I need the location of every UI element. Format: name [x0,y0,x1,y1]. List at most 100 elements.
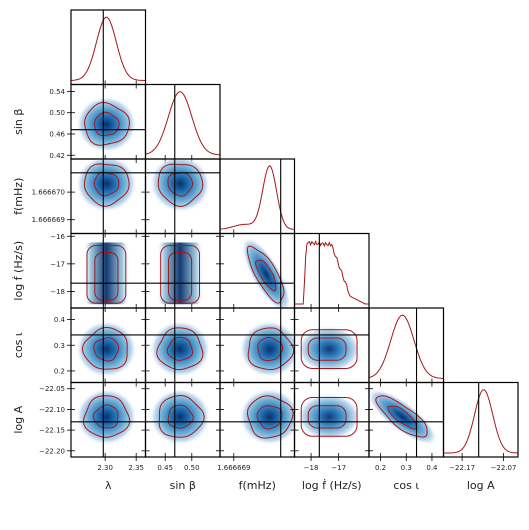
density-fill [76,388,137,446]
x-axis-label: sin β [170,479,196,492]
panel-group [67,9,519,461]
panel-4-3 [290,307,370,387]
contour-inner [168,251,193,301]
contour-inner [93,337,120,362]
x-tick-label: −22.07 [491,464,517,472]
contour-inner [256,405,283,430]
contour-inner [93,171,120,197]
y-axis-label: log A [12,405,25,433]
panel-frame [219,158,296,235]
y-tick-label: 1.666669 [32,216,65,224]
y-tick-label: 0.42 [49,152,65,160]
x-tick-label: −22.17 [449,464,475,472]
x-axis-label: λ [105,479,112,492]
contour-outer [157,163,204,207]
panel-3-2 [216,232,296,312]
panel-5-0 [67,381,147,461]
contour-outer [83,163,130,207]
contour-outer [156,327,204,371]
contour-outer [300,329,358,370]
panel-4-1 [141,307,221,387]
y-tick-label: −18 [50,288,65,296]
density-fill [369,388,438,445]
y-tick-label: −16 [50,233,65,241]
x-tick-label: −18 [304,464,319,472]
x-axis-label: log A [467,479,495,492]
panel-5-2 [216,381,296,461]
marginal-curve [369,314,444,379]
panel-1-1 [144,83,221,163]
panel-2-2 [219,158,296,238]
y-tick-label: 0.50 [49,109,65,117]
y-tick-label: −22.15 [39,427,65,435]
marginal-curve [220,165,295,230]
y-tick-label: −22.20 [39,447,65,455]
panel-5-5 [442,381,519,461]
panel-4-2 [216,307,296,387]
density-fill [149,320,211,378]
contour-outer [300,396,358,437]
y-axis-label: log ḟ (Hz/s) [11,241,25,301]
contour-inner [166,336,194,361]
contour-outer [82,395,131,438]
x-tick-label: 0.50 [184,464,200,472]
density-fill [156,242,204,305]
y-tick-label: 0.54 [49,88,65,96]
panel-2-0 [67,158,147,238]
marginal-curve [294,240,369,305]
y-tick-label: 0.3 [54,342,65,350]
contour-outer [160,244,200,304]
panel-5-4 [365,381,445,461]
marginal-curve [71,16,146,81]
panel-frame [70,9,147,86]
panel-4-0 [67,307,147,387]
contour-outer [86,244,127,304]
y-tick-label: 0.4 [54,316,66,324]
contour-outer [246,245,285,304]
panel-5-3 [290,381,370,461]
contour-inner [92,404,119,429]
density-fill [298,393,361,440]
axis-label-group: 2.30 2.35 λ 0.45 0.50 sin β 1.666669 f(mHz) −18 −… [11,88,516,492]
y-tick-label: 0.2 [54,367,65,375]
x-axis-label: cos ι [393,479,419,492]
panel-2-1 [141,158,221,238]
x-tick-label: −17 [331,464,346,472]
y-tick-label: −22.10 [39,406,65,414]
panel-1-0 [67,83,147,163]
density-fill [149,388,211,446]
panel-frame [144,83,221,160]
contour-inner [94,111,120,137]
y-axis-label: sin β [12,109,25,135]
x-tick-label: 0.45 [157,464,173,472]
y-axis-label: cos ι [12,332,25,358]
y-tick-label: −22.05 [39,385,65,393]
panel-4-4 [368,307,445,387]
contour-inner [307,337,347,361]
panel-frame [442,381,519,458]
panel-3-3 [293,232,370,312]
y-axis-label: f(mHz) [12,178,25,215]
contour-outer [375,395,428,438]
contour-inner [307,405,347,429]
x-axis-label: log ḟ (Hz/s) [302,478,362,492]
contour-inner [257,336,284,362]
contour-inner [94,251,119,301]
marginal-curve [145,91,220,156]
density-fill [241,237,291,308]
contour-outer [84,101,130,146]
density-fill [83,242,130,305]
density-fill [298,326,361,373]
density-fill [239,388,295,446]
x-tick-label: 2.30 [97,464,113,472]
contour-outer [81,326,128,370]
x-tick-label: 0.4 [426,464,438,472]
marginal-curve [443,389,518,454]
y-tick-label: 1.666670 [32,189,65,197]
x-tick-label: 1.666669 [217,464,250,472]
y-tick-label: 0.46 [49,130,65,138]
panel-0-0 [70,9,147,89]
contour-inner [167,404,194,429]
x-axis-label: f(mHz) [239,479,276,492]
